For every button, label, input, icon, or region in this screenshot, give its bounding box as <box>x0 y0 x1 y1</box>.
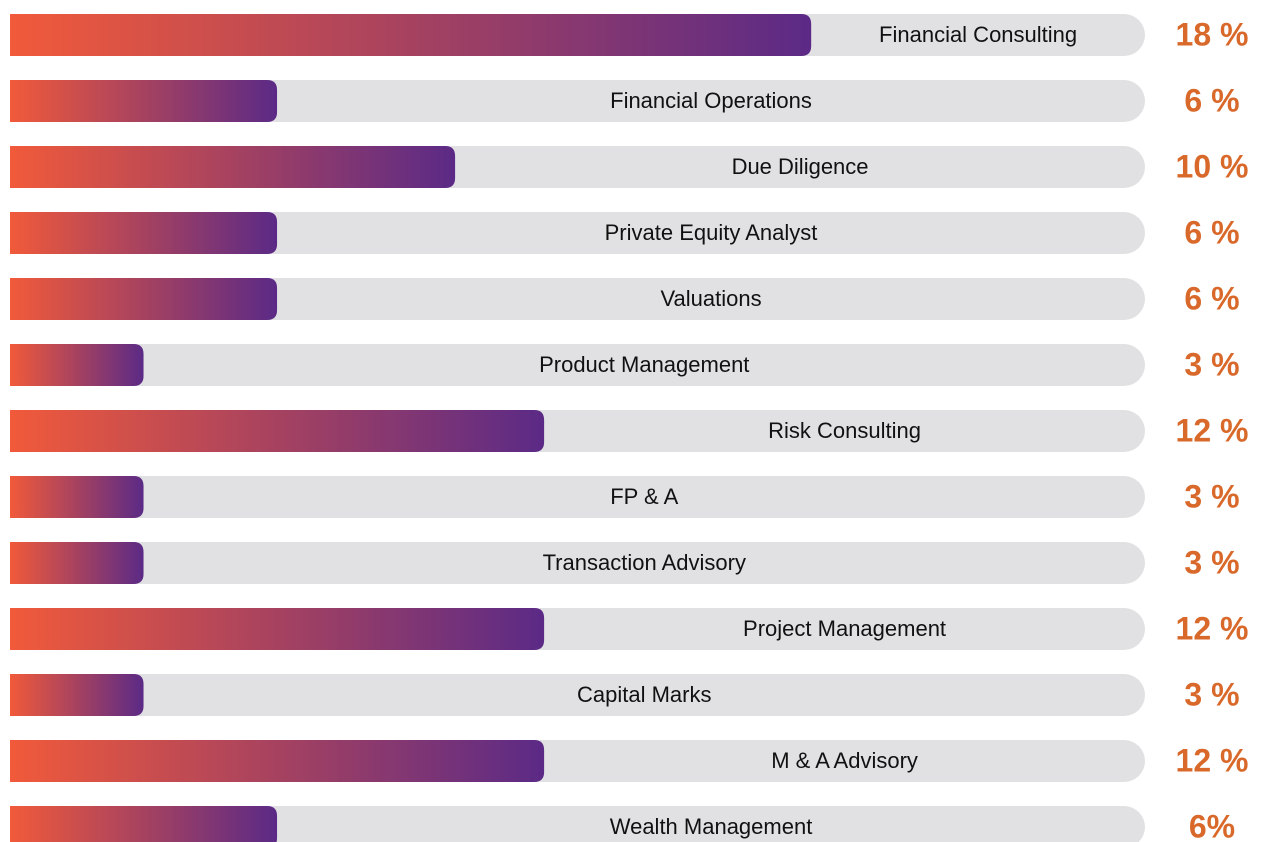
bar-track <box>10 212 1145 254</box>
bar <box>10 14 812 56</box>
value-label: 6 % <box>1184 82 1239 118</box>
category-label: Capital Marks <box>577 682 711 707</box>
category-label: M & A Advisory <box>771 748 918 773</box>
bar-track <box>10 476 1145 518</box>
value-label: 3 % <box>1184 676 1239 712</box>
bar <box>10 344 144 386</box>
category-label: Financial Consulting <box>879 22 1077 47</box>
category-label: Private Equity Analyst <box>605 220 818 245</box>
bar-track <box>10 674 1145 716</box>
bar-track <box>10 542 1145 584</box>
category-label: Product Management <box>539 352 749 377</box>
value-label: 3 % <box>1184 346 1239 382</box>
bar <box>10 80 278 122</box>
category-label: Transaction Advisory <box>543 550 746 575</box>
bar <box>10 278 278 320</box>
value-label: 6 % <box>1184 280 1239 316</box>
value-label: 18 % <box>1176 16 1249 52</box>
value-label: 12 % <box>1176 610 1249 646</box>
bar <box>10 146 456 188</box>
bar <box>10 806 278 842</box>
category-label: FP & A <box>610 484 678 509</box>
bar-track <box>10 80 1145 122</box>
bar <box>10 542 144 584</box>
bar <box>10 212 278 254</box>
bar <box>10 740 545 782</box>
category-label: Project Management <box>743 616 946 641</box>
bar <box>10 410 545 452</box>
category-label: Risk Consulting <box>768 418 921 443</box>
value-label: 12 % <box>1176 742 1249 778</box>
bar <box>10 476 144 518</box>
value-label: 6% <box>1189 808 1235 842</box>
bar <box>10 674 144 716</box>
category-label: Due Diligence <box>732 154 869 179</box>
value-label: 3 % <box>1184 478 1239 514</box>
bar-track <box>10 344 1145 386</box>
value-label: 6 % <box>1184 214 1239 250</box>
value-label: 3 % <box>1184 544 1239 580</box>
category-label: Valuations <box>660 286 761 311</box>
bar-track <box>10 806 1145 842</box>
bar <box>10 608 545 650</box>
value-label: 10 % <box>1176 148 1249 184</box>
value-label: 12 % <box>1176 412 1249 448</box>
category-label: Financial Operations <box>610 88 812 113</box>
category-label: Wealth Management <box>610 814 813 839</box>
bar-track <box>10 278 1145 320</box>
